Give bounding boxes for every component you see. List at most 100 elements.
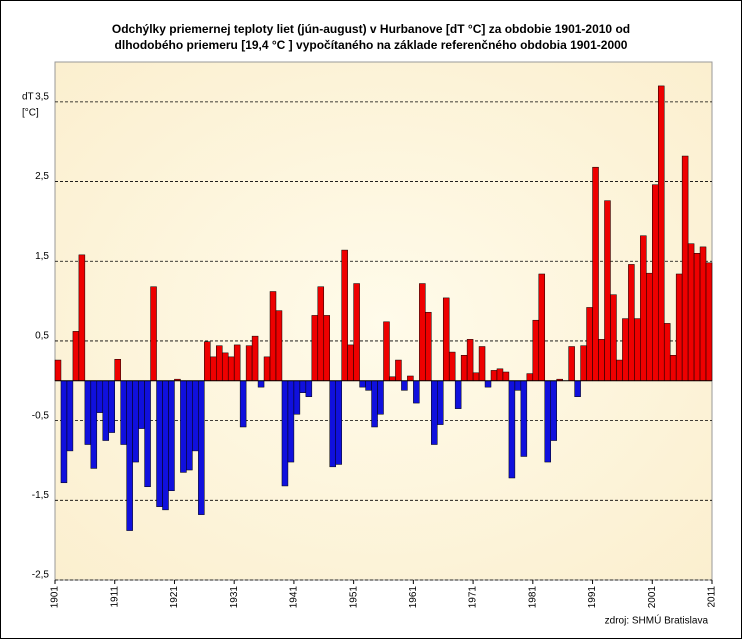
bar xyxy=(204,341,211,382)
chart-title: dlhodobého priemeru [19,4 °C ] vypočítan… xyxy=(115,38,628,52)
bar xyxy=(186,380,193,471)
x-tick-label: 1951 xyxy=(348,586,359,609)
bar xyxy=(646,272,653,382)
bar xyxy=(162,380,169,511)
bar xyxy=(663,323,671,382)
bar xyxy=(371,380,378,428)
bar xyxy=(401,380,408,391)
bar xyxy=(437,380,444,425)
bar xyxy=(287,380,295,463)
bar xyxy=(574,380,581,397)
bar xyxy=(532,319,540,382)
bar xyxy=(657,85,665,382)
bar xyxy=(586,307,593,382)
bar xyxy=(323,315,330,382)
bar xyxy=(610,294,617,382)
bar xyxy=(311,315,319,382)
bar xyxy=(568,346,575,382)
bar xyxy=(460,355,468,382)
bar xyxy=(693,253,701,382)
bar xyxy=(180,380,187,473)
x-tick-label: 1941 xyxy=(289,586,300,609)
y-tick-label: -1,5 xyxy=(32,490,50,501)
bar xyxy=(407,375,414,382)
bar xyxy=(335,380,342,465)
bar xyxy=(454,380,462,409)
bar xyxy=(628,264,635,382)
bar xyxy=(640,235,647,382)
bar xyxy=(305,380,313,397)
bar xyxy=(699,246,707,382)
bar xyxy=(108,380,115,433)
bar xyxy=(538,273,546,382)
bar xyxy=(269,291,277,382)
bar xyxy=(275,310,283,382)
bar xyxy=(616,359,623,382)
bar xyxy=(383,321,390,382)
bar xyxy=(442,297,450,382)
chart-title: Odchýlky priemernej teploty liet (jún-au… xyxy=(112,22,630,36)
bar xyxy=(120,380,127,445)
bar xyxy=(544,380,551,463)
bar xyxy=(520,380,528,457)
bar xyxy=(210,356,217,382)
bar xyxy=(150,286,157,382)
y-tick-label: 2,5 xyxy=(35,171,49,182)
x-tick-label: 1911 xyxy=(109,586,120,608)
x-tick-label: 1981 xyxy=(527,586,538,609)
bar xyxy=(580,345,587,382)
y-tick-label: -0,5 xyxy=(32,410,50,421)
bar xyxy=(233,344,241,382)
bar xyxy=(102,380,110,441)
bar xyxy=(227,356,235,382)
x-tick-label: 1931 xyxy=(229,586,240,609)
bar xyxy=(419,283,426,382)
bar xyxy=(281,380,289,487)
bar xyxy=(114,359,121,382)
y-axis-label: dT xyxy=(22,92,34,103)
x-tick-label: 1961 xyxy=(408,586,419,609)
bar xyxy=(389,376,396,382)
bar xyxy=(490,370,498,382)
bar xyxy=(652,184,659,382)
bar xyxy=(221,352,229,382)
bar xyxy=(502,371,510,382)
bar xyxy=(669,355,677,382)
bar xyxy=(216,345,223,382)
bar xyxy=(299,380,307,393)
bar xyxy=(168,380,175,491)
y-tick-label: 0,5 xyxy=(35,331,49,342)
bar xyxy=(72,331,80,382)
bar xyxy=(78,254,86,382)
y-axis-label: [°C] xyxy=(22,108,39,119)
bar xyxy=(675,273,683,382)
bar xyxy=(293,380,301,415)
x-tick-label: 1901 xyxy=(50,586,61,609)
bar xyxy=(365,380,372,391)
bar xyxy=(550,380,557,441)
bar xyxy=(425,311,432,382)
bar xyxy=(472,372,480,382)
bar xyxy=(508,380,516,479)
bar xyxy=(192,380,199,452)
bar xyxy=(138,380,145,429)
bar xyxy=(377,380,384,415)
bar xyxy=(126,380,133,531)
bar xyxy=(263,356,271,382)
bar xyxy=(413,380,420,404)
bar xyxy=(317,286,325,382)
source-note: zdroj: SHMÚ Bratislava xyxy=(605,614,709,627)
bar xyxy=(448,351,456,382)
bar xyxy=(96,380,104,413)
bar xyxy=(598,339,605,382)
bar xyxy=(341,249,348,382)
bar xyxy=(526,373,534,382)
bar xyxy=(257,380,265,388)
bar xyxy=(66,380,74,452)
bar xyxy=(687,243,695,382)
bar xyxy=(514,380,522,391)
bar xyxy=(705,262,713,382)
bar xyxy=(478,346,486,382)
bar xyxy=(251,335,259,382)
